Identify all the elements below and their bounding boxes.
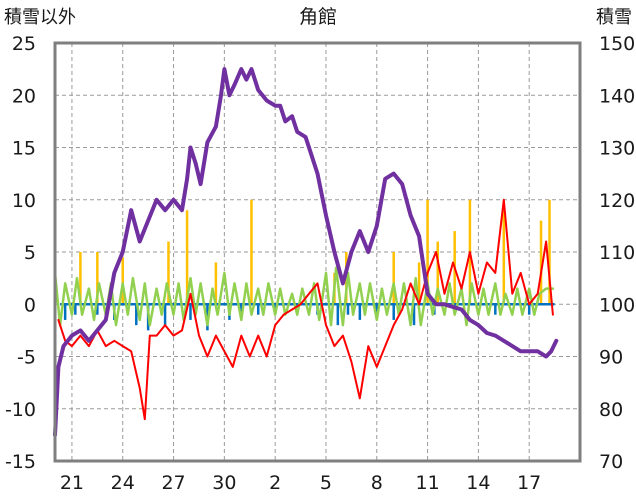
x-tick-label-9: 17 — [517, 472, 541, 494]
y-left-tick-label-2: -5 — [17, 347, 36, 369]
temperature-line — [57, 198, 554, 421]
x-tick-label-7: 11 — [415, 472, 439, 494]
y-left-tick-label-5: 10 — [12, 190, 36, 212]
other-line — [53, 266, 555, 327]
x-tick-label-0: 21 — [60, 472, 84, 494]
y-right-tick-label-1: 80 — [599, 399, 623, 421]
y-right-tick-label-5: 120 — [599, 190, 635, 212]
y-left-tick-label-7: 20 — [12, 85, 36, 107]
y-right-axis-label: 積雪 — [596, 7, 632, 28]
x-tick-label-2: 27 — [161, 472, 185, 494]
x-tick-label-1: 24 — [111, 472, 135, 494]
x-tick-label-8: 14 — [466, 472, 490, 494]
chart-title: 角館 — [299, 6, 337, 28]
y-left-tick-label-6: 15 — [12, 138, 36, 160]
series-group — [53, 67, 559, 437]
y-left-tick-label-3: 0 — [24, 294, 36, 316]
snow_depth-line — [53, 67, 559, 437]
y-left-ticks: -15 -10 -5 0 5 10 15 20 25 — [5, 33, 36, 473]
y-right-tick-label-6: 130 — [599, 138, 635, 160]
y-right-tick-label-8: 150 — [599, 33, 635, 55]
y-left-axis-label: 積雪以外 — [4, 7, 76, 28]
x-tick-label-3: 30 — [212, 472, 236, 494]
x-tick-label-6: 8 — [371, 472, 383, 494]
y-left-tick-label-1: -10 — [5, 399, 36, 421]
gridlines — [55, 43, 580, 461]
plot-frame — [53, 41, 582, 463]
y-left-tick-label-8: 25 — [12, 33, 36, 55]
y-right-tick-label-2: 90 — [599, 347, 623, 369]
x-tick-label-5: 5 — [320, 472, 332, 494]
y-right-tick-label-4: 110 — [599, 242, 635, 264]
y-right-tick-label-3: 100 — [599, 294, 635, 316]
y-left-tick-label-0: -15 — [5, 451, 36, 473]
x-tick-label-4: 2 — [269, 472, 281, 494]
y-left-tick-label-4: 5 — [24, 242, 36, 264]
x-ticks: 21 24 27 30 2 5 8 11 14 17 — [60, 472, 541, 494]
y-right-tick-label-0: 70 — [599, 451, 623, 473]
y-right-ticks: 70 80 90 100 110 120 130 140 150 — [599, 33, 635, 473]
y-right-tick-label-7: 140 — [599, 85, 635, 107]
